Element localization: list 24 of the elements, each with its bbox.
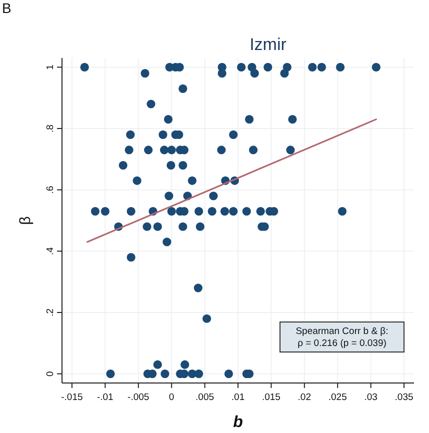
y-tick-label: 0 bbox=[45, 371, 56, 376]
y-tick-label: .8 bbox=[45, 124, 56, 132]
y-tick-label: .4 bbox=[45, 247, 56, 256]
x-tick-label: -.015 bbox=[61, 392, 83, 403]
y-axis-title: β bbox=[17, 216, 34, 225]
annotation: ρ = 0.216 (p = 0.039) bbox=[298, 338, 386, 349]
x-tick-label: .015 bbox=[262, 392, 280, 403]
chart-title: Izmir bbox=[250, 35, 287, 54]
annotation: Spearman Corr b & β: bbox=[296, 326, 388, 337]
x-tick-label: 0 bbox=[168, 392, 174, 403]
x-axis-title: b bbox=[233, 414, 244, 431]
x-tick-label: .02 bbox=[298, 392, 312, 403]
note-box: Spearman Corr b & β: ρ = 0.216 (p = 0.039) bbox=[280, 322, 404, 352]
x-tick-label: -.005 bbox=[128, 392, 150, 403]
y-tick-label: 1 bbox=[45, 64, 56, 70]
text: B bbox=[2, 0, 12, 16]
x-tick-label: -.01 bbox=[96, 392, 114, 403]
x-tick-label: .01 bbox=[231, 392, 245, 403]
y-tick-label: .2 bbox=[45, 308, 56, 316]
x-tick-label: .025 bbox=[328, 392, 347, 403]
x-tick-label: .035 bbox=[394, 392, 414, 403]
y-tick-label: .6 bbox=[45, 186, 56, 194]
x-tick-label: .03 bbox=[364, 392, 378, 403]
x-tick-label: .005 bbox=[196, 392, 214, 403]
